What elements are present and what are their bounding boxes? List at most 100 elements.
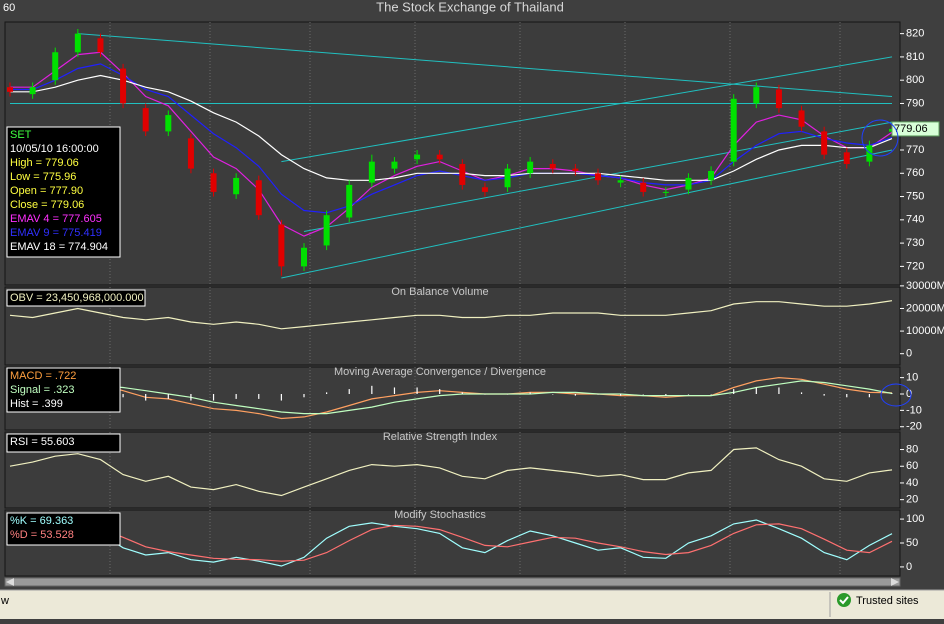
hist-bar: [800, 392, 803, 394]
info-text: Signal = .323: [10, 384, 75, 396]
zone-icon: [837, 593, 851, 607]
panel-title: Relative Strength Index: [383, 431, 498, 443]
info-text: %K = 69.363: [10, 515, 73, 527]
candle-body: [142, 108, 149, 132]
candle-body: [436, 154, 443, 160]
trendline: [281, 149, 893, 279]
last-price-box: [891, 121, 940, 137]
candle-body: [187, 138, 194, 169]
y-tick-label: 790: [906, 97, 924, 109]
panel-title: On Balance Volume: [391, 286, 488, 298]
y-tick-label: 730: [906, 237, 924, 249]
scroll-left[interactable]: [6, 578, 14, 586]
panel-title: Moving Average Convergence / Divergence: [334, 366, 546, 378]
candle-body: [97, 38, 104, 53]
y-tick-label: 20000M: [906, 302, 944, 314]
candle-body: [527, 161, 534, 174]
candle-body: [866, 145, 873, 162]
candle-body: [7, 87, 13, 92]
y-tick-label: 10000M: [906, 325, 944, 337]
candle-body: [52, 52, 59, 81]
zone-text: Trusted sites: [856, 595, 919, 607]
series-line: [10, 51, 893, 237]
hist-bar: [393, 387, 396, 394]
y-tick-label: 20: [906, 494, 918, 506]
hist-bar: [665, 394, 667, 396]
hist-bar: [258, 394, 260, 399]
candle-body: [346, 184, 353, 218]
hist-bar: [710, 394, 712, 395]
hist-bar: [529, 392, 531, 394]
series-line: [9, 376, 893, 420]
info-text: MACD = .722: [10, 370, 76, 382]
info-text: Hist = .399: [10, 398, 63, 410]
candle-body: [595, 173, 601, 181]
series-line: [9, 519, 893, 567]
hist-bar: [552, 394, 554, 395]
candle-body: [29, 87, 36, 95]
hist-bar: [620, 394, 622, 396]
info-text: %D = 53.528: [10, 529, 74, 541]
y-tick-label: 800: [906, 74, 924, 86]
candle-body: [301, 247, 307, 267]
y-tick-label: 760: [906, 167, 924, 179]
y-tick-label: -10: [906, 404, 922, 416]
info-box: [6, 126, 121, 258]
hist-bar: [868, 394, 870, 398]
y-tick-label: -20: [906, 421, 922, 433]
candle-body: [74, 33, 81, 53]
hist-bar: [891, 393, 893, 394]
y-tick-label: 40: [906, 477, 918, 489]
panel-title: Modify Stochastics: [394, 509, 486, 521]
hist-bar: [235, 394, 237, 399]
candle-body: [481, 187, 488, 192]
panel-frame: [4, 21, 901, 286]
y-tick-label: 80: [906, 443, 918, 455]
y-tick-label: 770: [906, 144, 924, 156]
candle-body: [685, 177, 692, 190]
candle-body: [821, 131, 828, 155]
info-text: EMAV 9 = 775.419: [10, 227, 102, 239]
info-text: Low = 775.96: [10, 171, 76, 183]
candle-body: [753, 87, 760, 104]
y-tick-label: 740: [906, 214, 924, 226]
status-bar: [0, 590, 944, 619]
y-tick-label: 810: [906, 51, 924, 63]
scrollbar[interactable]: [4, 577, 901, 587]
candle-body: [843, 152, 850, 164]
info-text: SET: [10, 129, 32, 141]
hist-bar: [778, 387, 780, 394]
hist-bar: [167, 394, 169, 399]
info-text: EMAV 18 = 774.904: [10, 241, 108, 253]
hist-bar: [303, 394, 305, 398]
y-tick-label: 0: [906, 388, 912, 400]
info-text: 10/05/10 16:00:00: [10, 143, 99, 155]
panel-frame: [4, 431, 901, 509]
candle-body: [120, 68, 127, 104]
info-box: [6, 512, 121, 546]
candle-body: [662, 191, 669, 193]
series-line: [9, 300, 893, 330]
info-text: EMAV 4 = 777.605: [10, 213, 102, 225]
scroll-track[interactable]: [4, 577, 901, 587]
panel: 720730740750760770780790800810820779.06S…: [4, 21, 940, 286]
y-tick-label: 10: [906, 372, 918, 384]
hist-bar: [439, 389, 441, 394]
hist-bar: [597, 394, 599, 395]
y-tick-label: 720: [906, 260, 924, 272]
y-tick-label: 60: [906, 460, 918, 472]
y-tick-label: 750: [906, 190, 924, 202]
zone-check: [839, 596, 849, 605]
info-text: Open = 777.90: [10, 185, 83, 197]
info-text: Close = 779.06: [10, 199, 84, 211]
candle-body: [391, 161, 398, 169]
info-text: OBV = 23,450,968,000.000: [10, 292, 144, 304]
panel: 30000M 20000M 10000M 0 On Balance Volume OBV …: [4, 280, 944, 366]
status-text: w: [0, 595, 9, 607]
panel: 10 0 -10 -20 Moving Average Convergence / Di…: [4, 366, 922, 433]
panel-frame: [4, 286, 901, 366]
scroll-right[interactable]: [891, 578, 899, 586]
hist-bar: [145, 394, 147, 401]
candle-body: [617, 180, 624, 183]
